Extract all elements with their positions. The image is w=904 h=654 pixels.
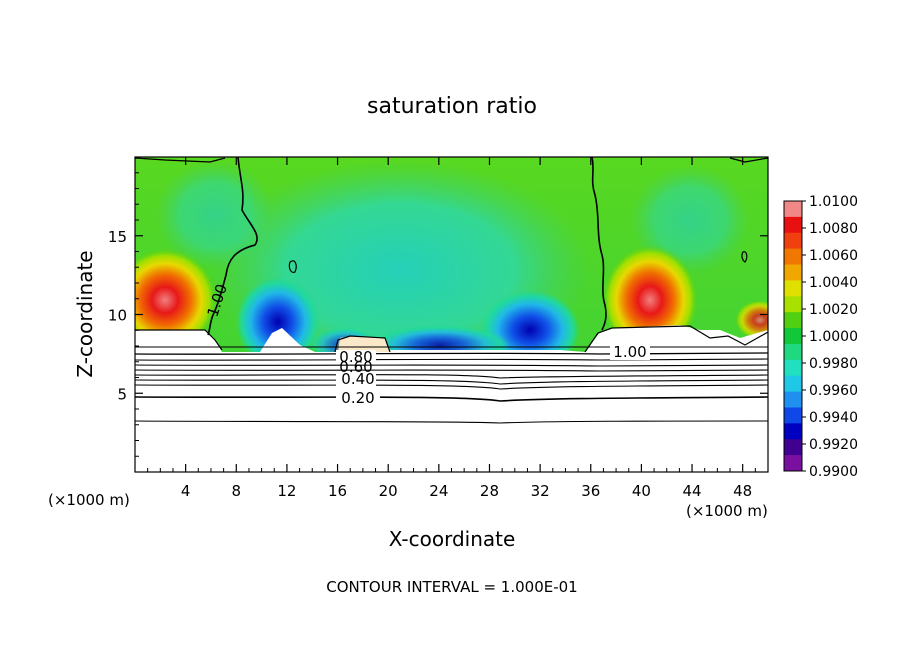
x-axis-ticks: 4 8 12 16 20 24 28 32 36 40 44 48 — [147, 157, 756, 500]
heatmap-field — [135, 157, 768, 472]
y-tick-label: 10 — [108, 307, 127, 325]
x-tick-label: 48 — [733, 482, 752, 500]
chart-title: saturation ratio — [367, 94, 537, 119]
x-tick-label: 16 — [328, 482, 347, 500]
colorbar-swatch — [784, 312, 802, 329]
colorbar-tick-label: 1.0060 — [809, 248, 858, 264]
colorbar-tick-label: 1.0080 — [809, 221, 858, 237]
left-upper-mixing — [155, 160, 275, 270]
colorbar-tick-label: 1.0100 — [809, 194, 858, 210]
x-tick-label: 24 — [429, 482, 448, 500]
x-tick-label: 4 — [181, 482, 191, 500]
hot-spot-left — [135, 248, 217, 352]
x-tick-label: 44 — [682, 482, 701, 500]
contour-1.00-right — [591, 157, 607, 331]
colorbar-tick-label: 0.9980 — [809, 356, 858, 372]
cloud-base-right — [584, 325, 768, 353]
x-axis-label: X-coordinate — [389, 527, 516, 551]
contour-label: 0.40 — [341, 370, 374, 388]
y-tick-label: 15 — [108, 228, 127, 246]
contour-1.00-right-islet — [741, 251, 748, 263]
colorbar-swatch — [784, 407, 802, 424]
colorbar-tick-label: 0.9920 — [809, 437, 858, 453]
colorbar-swatch — [784, 232, 802, 250]
colorbar-swatch — [784, 264, 802, 281]
colorbar-swatch — [784, 375, 802, 393]
x-unit-left: (×1000 m) — [48, 491, 130, 509]
x-tick-label: 36 — [581, 482, 600, 500]
y-axis-label: Z-coordinate — [73, 250, 97, 377]
contour-label: 1.00 — [613, 343, 646, 361]
contour-interval-note: CONTOUR INTERVAL = 1.000E-01 — [326, 578, 577, 596]
warm-spot-right-edge — [735, 300, 768, 340]
colorbar-tick-label: 0.9900 — [809, 464, 858, 480]
x-tick-label: 28 — [480, 482, 499, 500]
colorbar-swatch — [784, 455, 802, 472]
colorbar-tick-label: 1.0020 — [809, 302, 858, 318]
contour-1.00-islet — [288, 260, 297, 273]
x-tick-label: 32 — [531, 482, 550, 500]
x-unit-right: (×1000 m) — [686, 502, 768, 520]
colorbar-swatch — [784, 439, 802, 456]
contour-top-edge — [135, 157, 768, 163]
x-tick-label: 12 — [277, 482, 296, 500]
colorbar-tick-label: 1.0040 — [809, 275, 858, 291]
contour-label: 0.20 — [341, 389, 374, 407]
colorbar-swatch — [784, 280, 802, 297]
colorbar-tick-label: 0.9960 — [809, 383, 858, 399]
y-axis-ticks: 5 10 15 — [108, 172, 768, 457]
colorbar-tick-label: 1.0000 — [809, 329, 858, 345]
x-tick-label: 8 — [232, 482, 242, 500]
cloud-base-mid — [334, 335, 391, 353]
contour-1.00-left — [207, 157, 258, 336]
contour-lines-lower — [135, 346, 768, 424]
colorbar-swatch — [784, 248, 802, 266]
colorbar-swatch — [784, 359, 802, 377]
x-tick-label: 40 — [632, 482, 651, 500]
colorbar-swatch — [784, 201, 802, 218]
colorbar-swatch — [784, 343, 802, 361]
contour-label: 0.60 — [339, 358, 372, 376]
colorbar-swatch — [784, 423, 802, 440]
colorbar: 1.0100 1.0080 1.0060 1.0040 1.0020 1.0000 0.99… — [783, 194, 858, 480]
colorbar-swatch — [784, 328, 802, 345]
cloud-base-left — [135, 329, 223, 351]
colorbar-swatch — [784, 216, 802, 234]
y-tick-label: 5 — [117, 385, 127, 403]
x-tick-label: 20 — [379, 482, 398, 500]
colorbar-swatch — [784, 391, 802, 408]
contour-label: 0.80 — [339, 348, 372, 366]
colorbar-swatch — [784, 296, 802, 313]
colorbar-tick-label: 0.9940 — [809, 410, 858, 426]
